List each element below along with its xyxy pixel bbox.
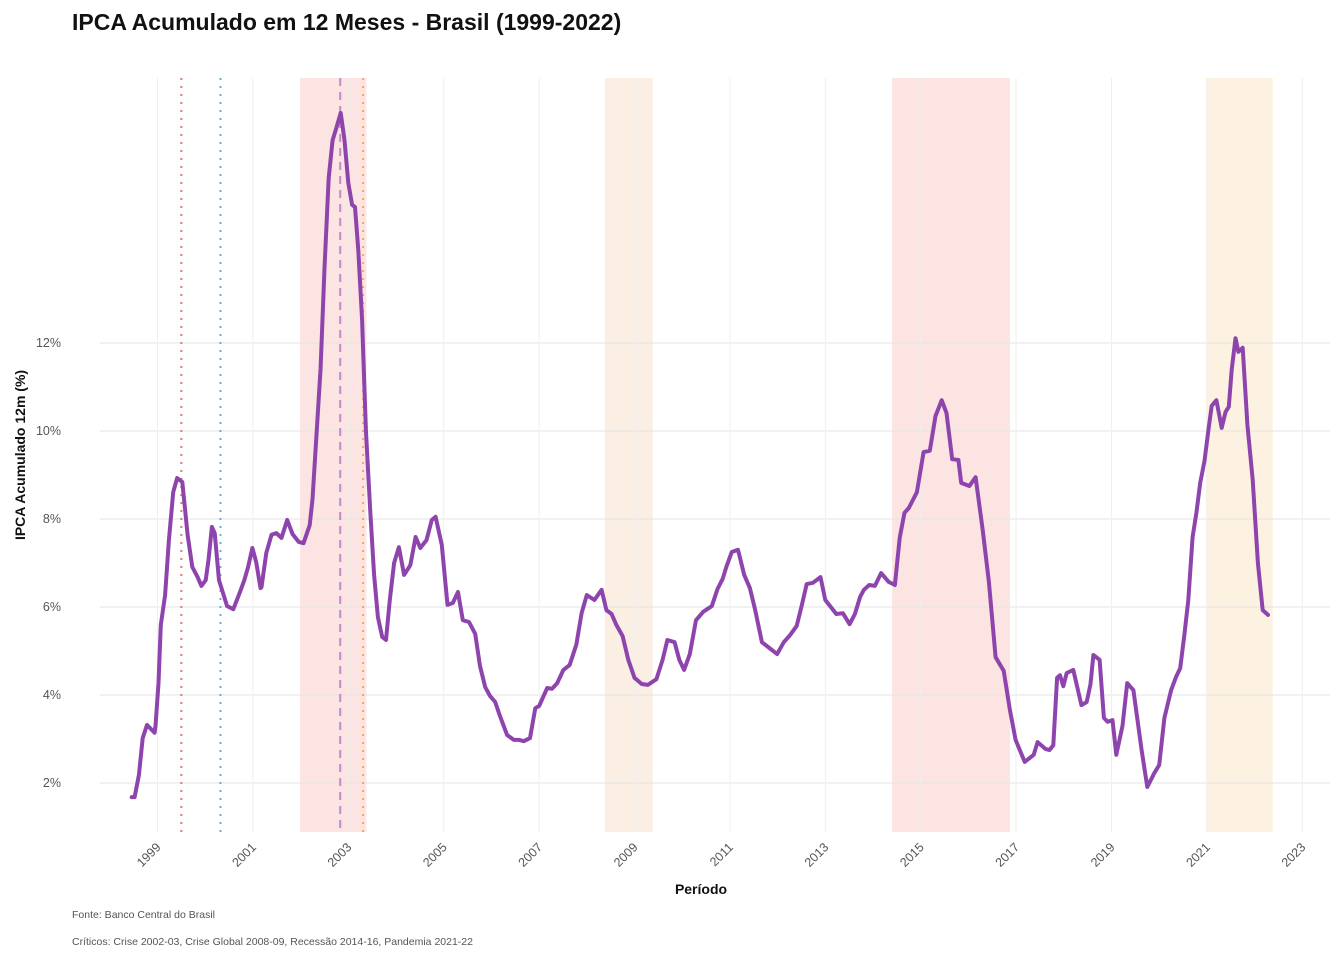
y-tick-labels: 2% 4% 6% 8% 10% 12% [36, 336, 61, 790]
x-tick-label: 2021 [1183, 840, 1213, 870]
shaded-period [604, 78, 653, 832]
x-tick-label: 2019 [1088, 840, 1118, 870]
y-tick-label: 4% [43, 688, 61, 702]
x-axis-title: Período [675, 881, 727, 897]
y-tick-label: 6% [43, 600, 61, 614]
x-tick-label: 2011 [707, 840, 736, 869]
y-tick-label: 2% [43, 776, 61, 790]
shaded-period [1205, 78, 1273, 832]
reference-lines [180, 78, 365, 832]
series-group [129, 110, 1270, 800]
y-tick-label: 8% [43, 512, 61, 526]
x-tick-label: 2009 [611, 840, 641, 870]
gridlines [100, 78, 1330, 832]
y-tick-label: 10% [36, 424, 61, 438]
x-tick-label: 1999 [134, 840, 164, 870]
x-tick-label: 2015 [897, 840, 927, 870]
x-tick-labels: 1999 2001 2003 2005 2007 2009 2011 2013 2015 2017… [134, 840, 1308, 870]
x-tick-label: 2005 [420, 840, 450, 870]
x-tick-label: 2013 [802, 840, 832, 870]
shaded-period [300, 78, 367, 832]
x-tick-label: 2001 [229, 840, 259, 870]
caption-source: Fonte: Banco Central do Brasil [72, 909, 215, 921]
x-tick-label: 2007 [516, 840, 546, 870]
y-axis-title: IPCA Acumulado 12m (%) [12, 370, 28, 540]
x-tick-label: 2017 [993, 840, 1023, 870]
x-tick-label: 2003 [325, 840, 355, 870]
chart-title: IPCA Acumulado em 12 Meses - Brasil (199… [72, 9, 621, 35]
x-tick-label: 2023 [1279, 840, 1309, 870]
caption-periods: Críticos: Crise 2002-03, Crise Global 20… [72, 936, 473, 948]
shaded-periods [300, 78, 1273, 832]
series-line [129, 110, 1270, 800]
y-tick-label: 12% [36, 336, 61, 350]
